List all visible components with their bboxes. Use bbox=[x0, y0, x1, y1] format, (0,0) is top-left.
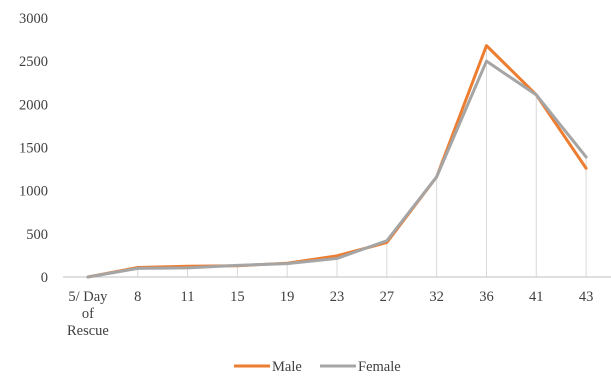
x-tick-label-line: 15 bbox=[230, 289, 245, 305]
x-tick-label-line: 11 bbox=[181, 289, 195, 305]
x-tick-label-line: 41 bbox=[529, 289, 544, 305]
x-tick-label: 23 bbox=[330, 289, 345, 305]
x-tick-label-line: 43 bbox=[579, 289, 594, 305]
x-tick-label-line: 27 bbox=[380, 289, 395, 305]
x-tick-label-line: 19 bbox=[280, 289, 295, 305]
x-tick-label-line: Rescue bbox=[67, 323, 109, 339]
legend-item-male: Male bbox=[234, 359, 302, 375]
x-tick-label: 36 bbox=[479, 289, 494, 305]
series-line-male bbox=[86, 44, 588, 279]
series-lines bbox=[86, 44, 588, 279]
x-tick-label-line: 8 bbox=[134, 289, 141, 305]
y-axis-tick-labels: 0 500 1000 1500 2000 2500 3000 bbox=[19, 11, 48, 286]
x-tick-label: 41 bbox=[529, 289, 544, 305]
y-tick-label: 3000 bbox=[19, 11, 48, 27]
drop-lines bbox=[137, 45, 587, 277]
y-tick-label: 1000 bbox=[19, 184, 48, 200]
series-line-female bbox=[86, 59, 588, 279]
x-tick-label: 8 bbox=[134, 289, 141, 305]
y-tick-label: 500 bbox=[26, 227, 48, 243]
x-tick-label: 27 bbox=[380, 289, 395, 305]
x-tick-label-line: 23 bbox=[330, 289, 345, 305]
legend: Male Female bbox=[234, 359, 401, 375]
legend-label: Male bbox=[272, 359, 302, 375]
y-tick-label: 2500 bbox=[19, 54, 48, 70]
y-tick-label: 1500 bbox=[19, 141, 48, 157]
legend-item-female: Female bbox=[320, 359, 401, 375]
y-tick-label: 2000 bbox=[19, 97, 48, 113]
y-tick-label: 0 bbox=[41, 270, 48, 286]
x-axis-tick-labels: 5/ Day of Rescue 8 11 15 19 23 27 32 36 41 43 bbox=[67, 289, 593, 339]
x-tick-label-line: 5/ Day bbox=[68, 289, 108, 305]
x-tick-label-line: 32 bbox=[429, 289, 444, 305]
x-tick-label: 43 bbox=[579, 289, 594, 305]
legend-label: Female bbox=[358, 359, 401, 375]
x-tick-label-line: of bbox=[82, 306, 94, 322]
x-tick-label: 5/ Day of Rescue bbox=[67, 289, 109, 339]
x-tick-label: 19 bbox=[280, 289, 295, 305]
x-tick-label: 32 bbox=[429, 289, 444, 305]
x-tick-label-line: 36 bbox=[479, 289, 494, 305]
x-tick-label: 15 bbox=[230, 289, 245, 305]
x-tick-label: 11 bbox=[181, 289, 195, 305]
